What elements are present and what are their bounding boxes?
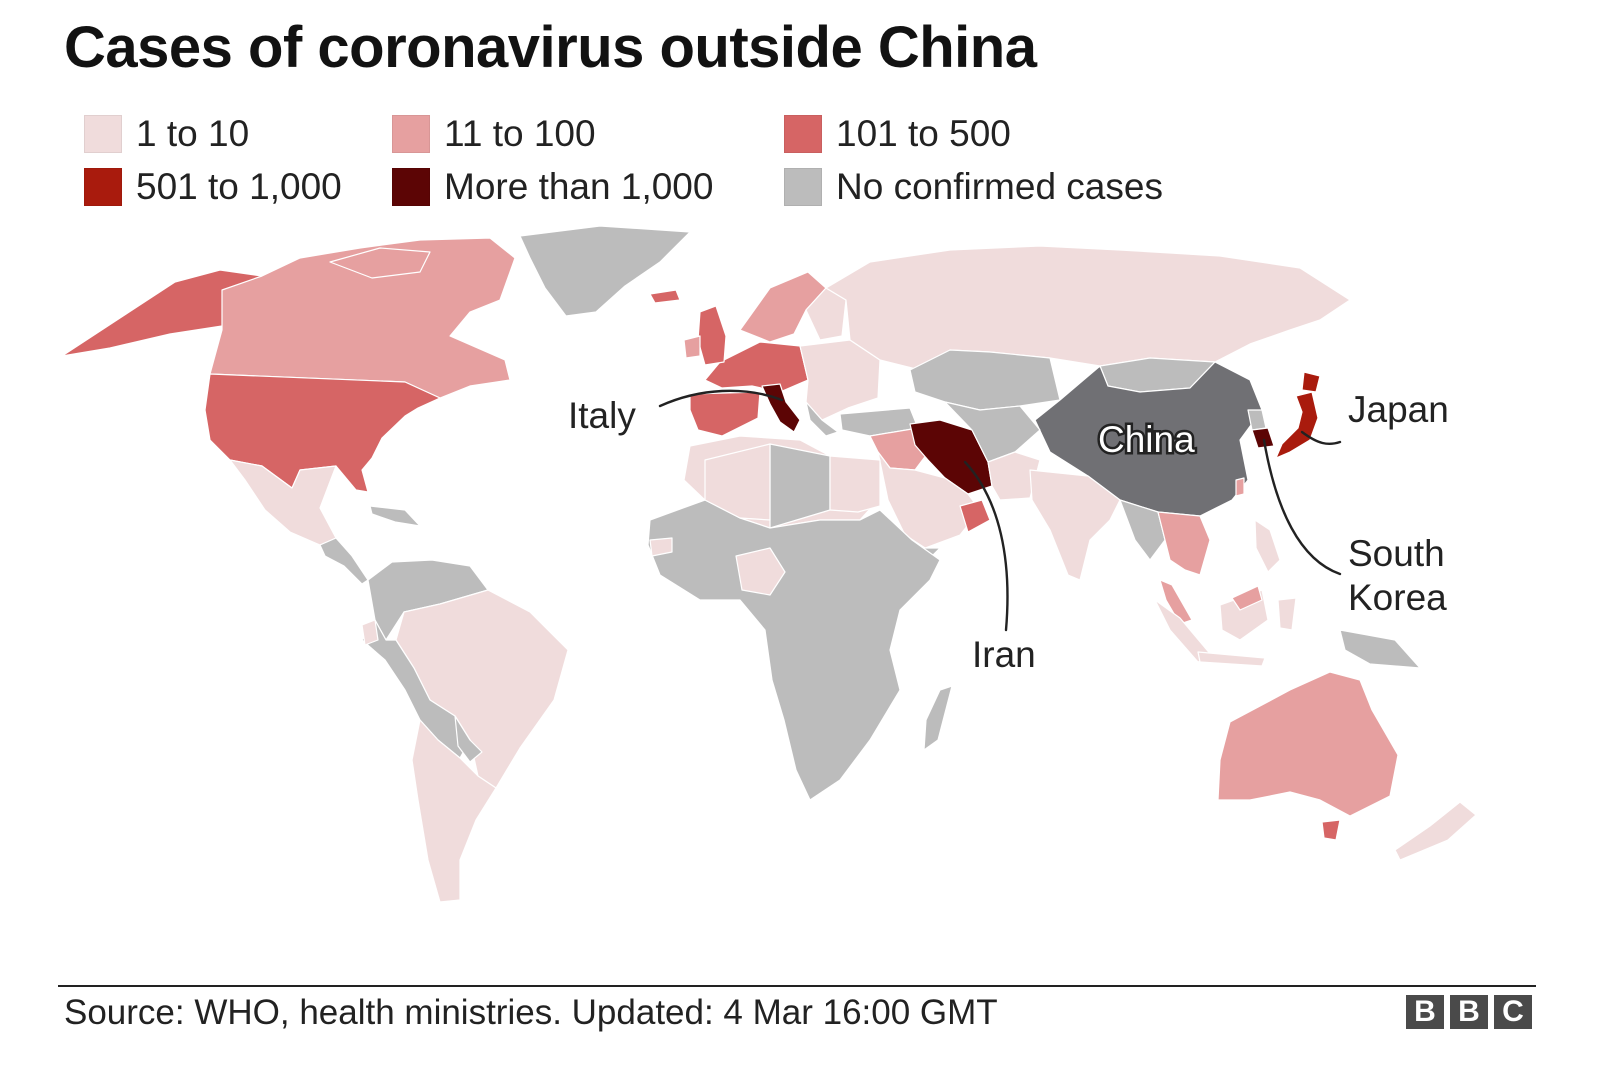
region-italy	[761, 383, 801, 433]
footer-divider	[58, 985, 1536, 987]
bbc-logo-letter: B	[1406, 995, 1444, 1029]
bbc-logo-letter: C	[1494, 995, 1532, 1029]
region-sulawesi	[1277, 597, 1297, 631]
south-korea-leader-line	[1262, 438, 1342, 576]
legend-swatch	[784, 168, 822, 206]
region-sub-saharan-africa	[647, 499, 941, 801]
region-north-korea	[1247, 409, 1267, 431]
region-hokkaido	[1301, 371, 1321, 393]
region-australia	[1217, 671, 1399, 817]
legend-swatch	[392, 115, 430, 153]
legend-swatch	[84, 115, 122, 153]
region-paraguay	[454, 715, 483, 763]
region-uk	[697, 305, 727, 366]
region-india	[1029, 469, 1121, 581]
bbc-logo: B B C	[1406, 995, 1532, 1029]
bbc-logo-letter: B	[1450, 995, 1488, 1029]
region-caribbean	[369, 505, 421, 527]
region-malay	[1159, 579, 1193, 625]
legend-swatch	[784, 115, 822, 153]
region-senegal	[649, 537, 673, 557]
region-egypt	[829, 455, 881, 513]
label-south-korea-line2: Korea	[1348, 577, 1447, 618]
legend-item-501-to-1000: 501 to 1,000	[84, 166, 342, 207]
region-usa	[204, 373, 441, 493]
region-southern-cone	[411, 719, 497, 903]
region-madagascar	[923, 685, 953, 751]
region-ecuador	[361, 619, 379, 646]
region-iberia	[689, 391, 761, 437]
region-greenland	[519, 225, 691, 317]
region-japan	[1275, 391, 1319, 459]
region-finland	[805, 287, 847, 341]
region-new-zealand	[1394, 801, 1477, 861]
region-se-asia	[1157, 511, 1211, 576]
map-title: Cases of coronavirus outside China	[64, 15, 1037, 80]
region-central-asia	[944, 401, 1041, 463]
legend-label: 501 to 1,000	[136, 166, 342, 207]
source-note: Source: WHO, health ministries. Updated:…	[64, 993, 998, 1032]
region-china	[1034, 361, 1263, 517]
region-russia	[825, 245, 1351, 371]
region-canada-islands	[329, 247, 431, 279]
label-south-korea-line1: South	[1348, 533, 1445, 574]
legend-swatch	[84, 168, 122, 206]
label-italy: Italy	[568, 395, 636, 436]
label-china: China	[1098, 419, 1195, 460]
legend-label: More than 1,000	[444, 166, 714, 207]
region-taiwan	[1235, 477, 1245, 497]
legend-label: No confirmed cases	[836, 166, 1163, 207]
legend-item-more-than-1000: More than 1,000	[392, 166, 714, 207]
label-iran: Iran	[972, 634, 1036, 675]
legend-item-101-to-500: 101 to 500	[784, 113, 1011, 154]
region-java	[1197, 651, 1266, 667]
legend-item-no-confirmed-cases: No confirmed cases	[784, 166, 1163, 207]
italy-leader-line	[658, 389, 784, 408]
legend-item-1-to-10: 1 to 10	[84, 113, 250, 154]
region-kazakhstan	[909, 349, 1061, 411]
region-iran	[909, 419, 993, 495]
region-central-america	[319, 537, 369, 585]
region-tasmania	[1321, 819, 1341, 841]
region-new-guinea	[1339, 629, 1421, 669]
label-japan: Japan	[1348, 389, 1449, 430]
region-pakistan	[987, 451, 1041, 501]
world-map: Italy Iran Japan South Korea China	[61, 225, 1477, 903]
region-se-asia-grey	[1119, 499, 1166, 561]
legend-label: 1 to 10	[136, 113, 250, 154]
region-mexico	[229, 459, 337, 546]
region-oman	[959, 499, 991, 533]
legend-label: 101 to 500	[836, 113, 1011, 154]
legend-item-11-to-100: 11 to 100	[392, 113, 596, 154]
region-nigeria	[735, 547, 786, 596]
region-borneo-malaysia	[1231, 585, 1263, 611]
legend-swatch	[392, 168, 430, 206]
japan-leader-line	[1300, 430, 1342, 446]
region-algeria	[704, 443, 771, 521]
region-balkans	[805, 401, 839, 437]
region-philippines	[1254, 519, 1281, 573]
region-south-korea	[1251, 427, 1275, 449]
region-ireland	[683, 335, 701, 359]
legend-label: 11 to 100	[444, 113, 596, 154]
region-iceland	[649, 289, 681, 304]
iran-leader-line	[963, 460, 1009, 632]
